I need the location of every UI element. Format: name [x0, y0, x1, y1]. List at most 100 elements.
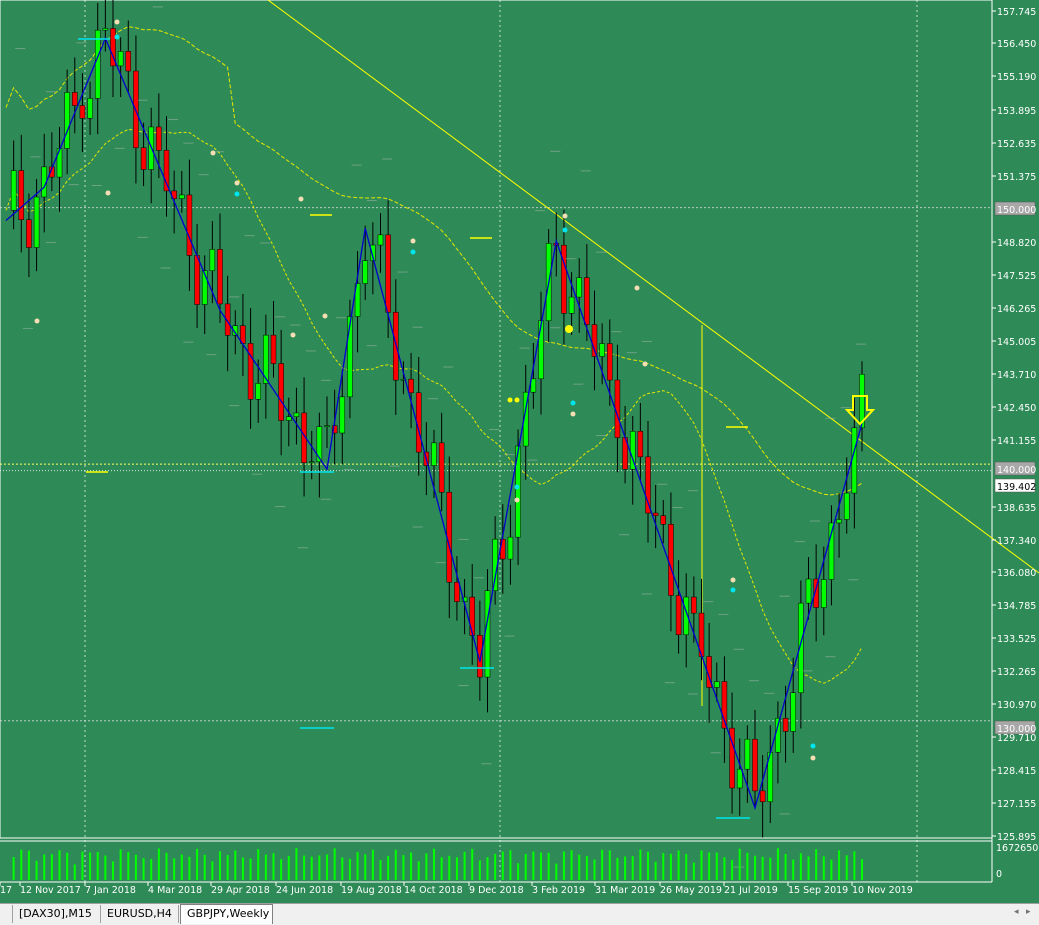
trendline[interactable]: [267, 0, 1039, 574]
tab-eurusd-h4[interactable]: EURUSD,H4: [101, 905, 179, 923]
bear-candle[interactable]: [217, 249, 223, 305]
bull-candle[interactable]: [179, 194, 185, 199]
bear-candle[interactable]: [163, 150, 170, 192]
bear-candle[interactable]: [637, 431, 644, 458]
bull-candle[interactable]: [843, 492, 850, 520]
bear-candle[interactable]: [110, 28, 116, 67]
bull-candle[interactable]: [798, 602, 804, 693]
date-label: 26 May 2019: [660, 885, 722, 896]
bull-candle[interactable]: [293, 412, 300, 417]
bear-candle[interactable]: [186, 194, 193, 256]
bear-candle[interactable]: [331, 425, 338, 434]
price-label: 128.415: [997, 766, 1036, 777]
bear-candle[interactable]: [156, 126, 162, 151]
bear-candle[interactable]: [782, 718, 789, 732]
bear-candle[interactable]: [469, 596, 475, 636]
bear-candle[interactable]: [561, 244, 567, 314]
bear-candle[interactable]: [72, 92, 78, 106]
bear-candle[interactable]: [18, 170, 25, 220]
bear-candle[interactable]: [224, 303, 231, 336]
bull-candle[interactable]: [431, 442, 437, 466]
bull-candle[interactable]: [201, 270, 208, 305]
bear-candle[interactable]: [79, 105, 86, 119]
bull-candle[interactable]: [339, 396, 346, 434]
bear-candle[interactable]: [759, 790, 766, 803]
price-chart[interactable]: 157.745 156.450 155.190 153.895 152.635 151.3…: [0, 0, 1039, 903]
bear-candle[interactable]: [752, 738, 758, 792]
bull-candle[interactable]: [568, 296, 575, 314]
bear-candle[interactable]: [813, 578, 819, 608]
signal-dot-large: [565, 325, 573, 333]
bull-candle[interactable]: [790, 692, 796, 732]
bull-candle[interactable]: [255, 383, 261, 400]
bull-candle[interactable]: [599, 343, 605, 357]
bull-candle[interactable]: [324, 425, 330, 427]
bull-candle[interactable]: [286, 416, 292, 421]
bull-candle[interactable]: [64, 92, 70, 149]
bull-candle[interactable]: [117, 51, 124, 67]
bear-candle[interactable]: [408, 378, 414, 394]
bull-candle[interactable]: [87, 98, 93, 119]
tab-gbpjpy-weekly[interactable]: GBPJPY,Weekly: [180, 904, 273, 924]
bear-candle[interactable]: [454, 581, 460, 602]
bear-candle[interactable]: [652, 512, 659, 516]
bull-candle[interactable]: [347, 316, 353, 398]
bull-candle[interactable]: [805, 578, 812, 604]
zigzag-line[interactable]: [5, 36, 863, 811]
bull-candle[interactable]: [354, 283, 361, 317]
bear-candle[interactable]: [477, 634, 483, 678]
bull-candle[interactable]: [538, 320, 544, 380]
bear-candle[interactable]: [660, 515, 667, 525]
bear-candle[interactable]: [140, 147, 147, 170]
bull-candle[interactable]: [576, 277, 582, 298]
bear-candle[interactable]: [26, 219, 32, 248]
bear-candle[interactable]: [270, 334, 277, 364]
scroll-right-icon[interactable]: ▸: [1026, 907, 1031, 917]
bear-candle[interactable]: [668, 524, 674, 596]
bear-candle[interactable]: [247, 343, 254, 400]
bear-candle[interactable]: [706, 656, 712, 688]
bear-candle[interactable]: [691, 596, 697, 614]
bull-candle[interactable]: [851, 427, 858, 494]
bear-candle[interactable]: [125, 51, 132, 72]
bull-candle[interactable]: [714, 681, 720, 688]
bear-candle[interactable]: [607, 343, 613, 381]
bear-candle[interactable]: [721, 681, 728, 729]
bull-candle[interactable]: [370, 244, 376, 261]
bear-candle[interactable]: [385, 234, 391, 313]
bear-candle[interactable]: [278, 363, 284, 421]
bull-candle[interactable]: [507, 536, 514, 560]
bull-candle[interactable]: [522, 391, 529, 447]
bull-candle[interactable]: [209, 249, 216, 271]
bull-candle[interactable]: [33, 196, 40, 248]
bull-candle[interactable]: [102, 28, 109, 31]
bull-candle[interactable]: [377, 234, 384, 246]
bull-candle[interactable]: [683, 596, 689, 635]
bear-candle[interactable]: [645, 456, 651, 514]
bull-candle[interactable]: [530, 378, 537, 393]
bull-candle[interactable]: [836, 519, 842, 524]
bull-candle[interactable]: [736, 768, 743, 789]
bull-candle[interactable]: [744, 738, 751, 770]
bull-candle[interactable]: [263, 334, 269, 384]
scroll-left-icon[interactable]: ◂: [1014, 907, 1019, 917]
bull-candle[interactable]: [859, 374, 865, 429]
bear-candle[interactable]: [194, 255, 200, 305]
bull-candle[interactable]: [821, 579, 827, 608]
bear-candle[interactable]: [675, 595, 682, 635]
chart-window[interactable]: 157.745 156.450 155.190 153.895 152.635 151.3…: [0, 0, 1039, 903]
bull-candle[interactable]: [828, 522, 835, 580]
bear-candle[interactable]: [729, 727, 735, 789]
bull-candle[interactable]: [362, 260, 368, 284]
bear-candle[interactable]: [584, 277, 590, 325]
tab-dax30-m15[interactable]: [DAX30],M15: [13, 905, 101, 923]
bear-candle[interactable]: [591, 324, 598, 357]
bull-candle[interactable]: [484, 590, 491, 678]
bull-candle[interactable]: [308, 461, 315, 463]
bull-candle[interactable]: [94, 29, 101, 99]
bull-candle[interactable]: [232, 325, 239, 336]
bear-candle[interactable]: [438, 442, 445, 493]
bull-candle[interactable]: [515, 445, 521, 538]
bull-candle[interactable]: [10, 170, 17, 211]
bull-candle[interactable]: [316, 426, 323, 462]
